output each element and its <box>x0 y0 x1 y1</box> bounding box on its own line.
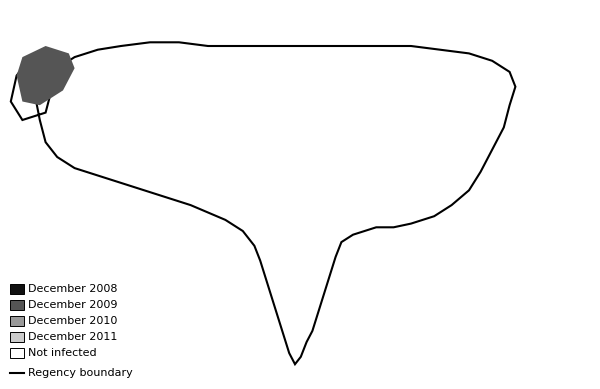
Text: December 2008: December 2008 <box>28 284 118 294</box>
Polygon shape <box>17 46 74 105</box>
Bar <box>10 300 24 310</box>
Bar <box>10 348 24 358</box>
Bar <box>10 332 24 342</box>
Text: December 2011: December 2011 <box>28 332 118 342</box>
Bar <box>10 284 24 294</box>
Text: Regency boundary: Regency boundary <box>28 368 133 378</box>
Bar <box>10 316 24 326</box>
Polygon shape <box>11 42 515 364</box>
Text: Not infected: Not infected <box>28 348 97 358</box>
Text: December 2010: December 2010 <box>28 316 118 326</box>
Text: December 2009: December 2009 <box>28 300 118 310</box>
